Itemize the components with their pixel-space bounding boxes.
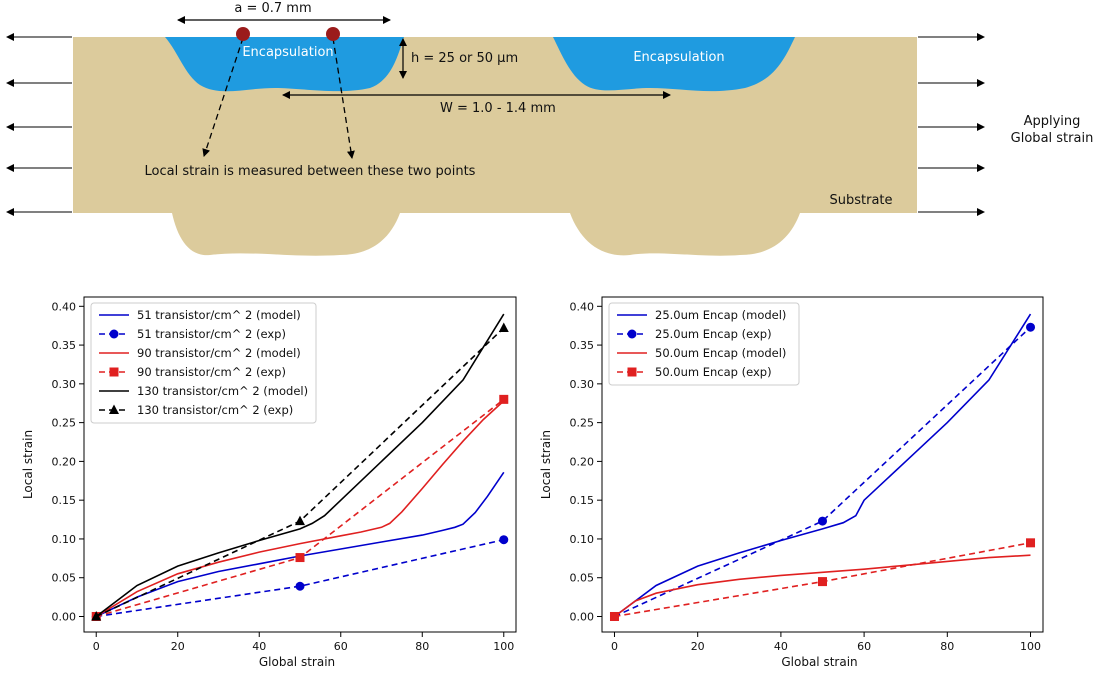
y-tick-label: 0.25 (570, 417, 595, 430)
legend-label: 90 transistor/cm^ 2 (model) (137, 346, 301, 360)
dimension-h-label: h = 25 or 50 µm (411, 51, 518, 66)
series-line-0 (95, 471, 505, 618)
data-point-series-3 (818, 577, 827, 587)
x-axis-label: Global strain (781, 655, 857, 669)
encapsulation-right-label: Encapsulation (633, 50, 724, 65)
legend-label: 50.0um Encap (model) (655, 346, 786, 360)
y-tick-label: 0.20 (570, 455, 595, 468)
legend-swatch-marker (109, 329, 119, 339)
legend-label: 25.0um Encap (exp) (655, 327, 772, 341)
x-tick-label: 80 (940, 640, 954, 653)
schematic-diagram: Encapsulation Encapsulation Substrate Ap… (6, 1, 1094, 256)
y-tick-label: 0.40 (570, 300, 595, 313)
series-line-2 (614, 554, 1031, 618)
legend-swatch-marker (109, 367, 119, 377)
x-tick-label: 100 (1020, 640, 1041, 653)
x-tick-label: 0 (611, 640, 618, 653)
x-tick-label: 20 (171, 640, 185, 653)
data-point-series-1 (1026, 322, 1036, 332)
data-point-series-1 (295, 581, 305, 591)
legend-label: 50.0um Encap (exp) (655, 365, 772, 379)
data-point-series-1 (818, 516, 827, 526)
legend-label: 51 transistor/cm^ 2 (exp) (137, 327, 286, 341)
y-tick-label: 0.00 (52, 610, 77, 623)
legend-label: 130 transistor/cm^ 2 (model) (137, 384, 308, 398)
y-tick-label: 0.00 (570, 610, 595, 623)
x-tick-label: 100 (493, 640, 514, 653)
y-tick-label: 0.35 (52, 339, 77, 352)
series-line-1 (96, 538, 504, 618)
y-tick-label: 0.05 (570, 572, 595, 585)
x-tick-label: 20 (691, 640, 705, 653)
measurement-point-right (326, 27, 340, 41)
y-tick-label: 0.15 (570, 494, 595, 507)
encapsulation-right-shape (553, 37, 795, 92)
series-line-0 (614, 313, 1032, 618)
leader-line-left (202, 37, 244, 157)
y-tick-label: 0.10 (52, 533, 77, 546)
y-tick-label: 0.30 (570, 378, 595, 391)
y-tick-label: 0.40 (52, 300, 77, 313)
legend-swatch-marker (109, 404, 119, 414)
encapsulation-left-shape (165, 37, 404, 92)
measurement-point-left (236, 27, 250, 41)
x-tick-label: 80 (415, 640, 429, 653)
legend-box (90, 302, 317, 424)
chart-encapsulation-thickness: 0 20 40 60 80 100 0.00 0.05 0.10 0.15 0.20 0.25 0.30… (539, 296, 1044, 669)
applying-strain-label-line2: Global strain (1011, 131, 1094, 146)
x-axis-label: Global strain (259, 655, 335, 669)
dimension-w-label: W = 1.0 - 1.4 mm (440, 101, 556, 116)
applying-strain-label-line1: Applying (1024, 114, 1081, 129)
y-axis-label: Local strain (539, 430, 553, 499)
x-tick-label: 40 (774, 640, 788, 653)
encapsulation-left-label: Encapsulation (242, 45, 333, 60)
substrate-label: Substrate (829, 193, 892, 208)
y-tick-label: 0.30 (52, 378, 77, 391)
y-tick-label: 0.20 (52, 455, 77, 468)
legend-label: 25.0um Encap (model) (655, 308, 786, 322)
leader-line-right (332, 37, 355, 159)
x-tick-label: 60 (334, 640, 348, 653)
data-point-series-3 (1026, 538, 1036, 548)
y-tick-label: 0.05 (52, 572, 77, 585)
y-tick-label: 0.10 (570, 533, 595, 546)
global-strain-arrows (6, 33, 985, 216)
data-point-series-5 (498, 322, 509, 333)
y-tick-label: 0.35 (570, 339, 595, 352)
legend-label: 90 transistor/cm^ 2 (exp) (137, 365, 286, 379)
chart-transistor-density: 0 20 40 60 80 100 0.00 0.05 0.10 0.15 0.20 0.25 0.30… (21, 296, 517, 669)
y-tick-label: 0.25 (52, 417, 77, 430)
legend-label: 51 transistor/cm^ 2 (model) (137, 308, 301, 322)
data-point-series-3 (295, 553, 305, 563)
legend-box (608, 302, 800, 386)
data-point-series-1 (499, 535, 509, 545)
data-point-series-5 (295, 515, 305, 526)
legend-swatch-marker (627, 367, 637, 377)
data-point-series-5 (91, 610, 102, 621)
legend-swatch-marker (627, 329, 637, 339)
x-tick-label: 40 (252, 640, 266, 653)
y-axis-label: Local strain (21, 430, 35, 499)
dimension-a-label: a = 0.7 mm (234, 1, 311, 16)
series-line-4 (95, 313, 505, 618)
x-tick-label: 60 (857, 640, 871, 653)
legend-label: 130 transistor/cm^ 2 (exp) (137, 403, 293, 417)
x-tick-label: 0 (93, 640, 100, 653)
data-point-series-3 (609, 611, 619, 621)
measurement-leaders (202, 37, 355, 159)
y-tick-label: 0.15 (52, 494, 77, 507)
local-strain-note: Local strain is measured between these t… (145, 164, 476, 179)
data-point-series-3 (499, 394, 509, 404)
